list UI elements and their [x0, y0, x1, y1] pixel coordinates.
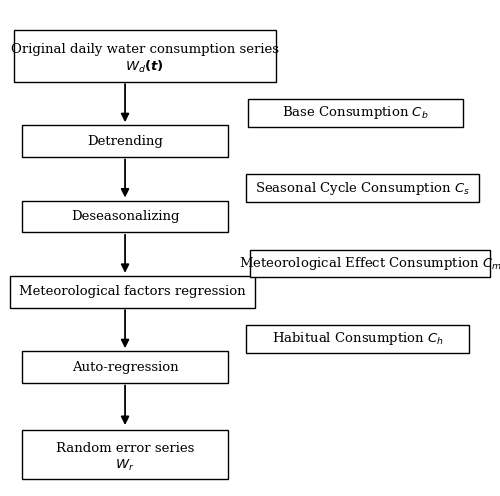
FancyBboxPatch shape: [10, 276, 255, 308]
Text: Auto-regression: Auto-regression: [72, 361, 178, 373]
Text: Detrending: Detrending: [87, 134, 163, 148]
FancyBboxPatch shape: [22, 430, 228, 479]
Text: $\boldsymbol{W_r}$: $\boldsymbol{W_r}$: [116, 458, 134, 473]
FancyBboxPatch shape: [22, 125, 228, 157]
FancyBboxPatch shape: [246, 325, 470, 353]
Text: Random error series: Random error series: [56, 442, 194, 455]
Text: Meteorological Effect Consumption $\boldsymbol{C_m}$: Meteorological Effect Consumption $\bold…: [238, 255, 500, 272]
FancyBboxPatch shape: [250, 249, 490, 277]
Text: Seasonal Cycle Consumption $\boldsymbol{C_s}$: Seasonal Cycle Consumption $\boldsymbol{…: [255, 180, 470, 197]
FancyBboxPatch shape: [246, 175, 479, 202]
Text: Base Consumption $\boldsymbol{C_b}$: Base Consumption $\boldsymbol{C_b}$: [282, 104, 428, 122]
FancyBboxPatch shape: [22, 351, 228, 383]
FancyBboxPatch shape: [14, 30, 276, 81]
Text: Habitual Consumption $\boldsymbol{C_h}$: Habitual Consumption $\boldsymbol{C_h}$: [272, 330, 444, 347]
FancyBboxPatch shape: [248, 99, 463, 126]
Text: Meteorological factors regression: Meteorological factors regression: [19, 285, 246, 298]
FancyBboxPatch shape: [22, 200, 228, 232]
Text: Deseasonalizing: Deseasonalizing: [71, 210, 180, 223]
Text: Original daily water consumption series: Original daily water consumption series: [10, 43, 278, 56]
Text: $\boldsymbol{W_d(t)}$: $\boldsymbol{W_d(t)}$: [126, 59, 164, 75]
